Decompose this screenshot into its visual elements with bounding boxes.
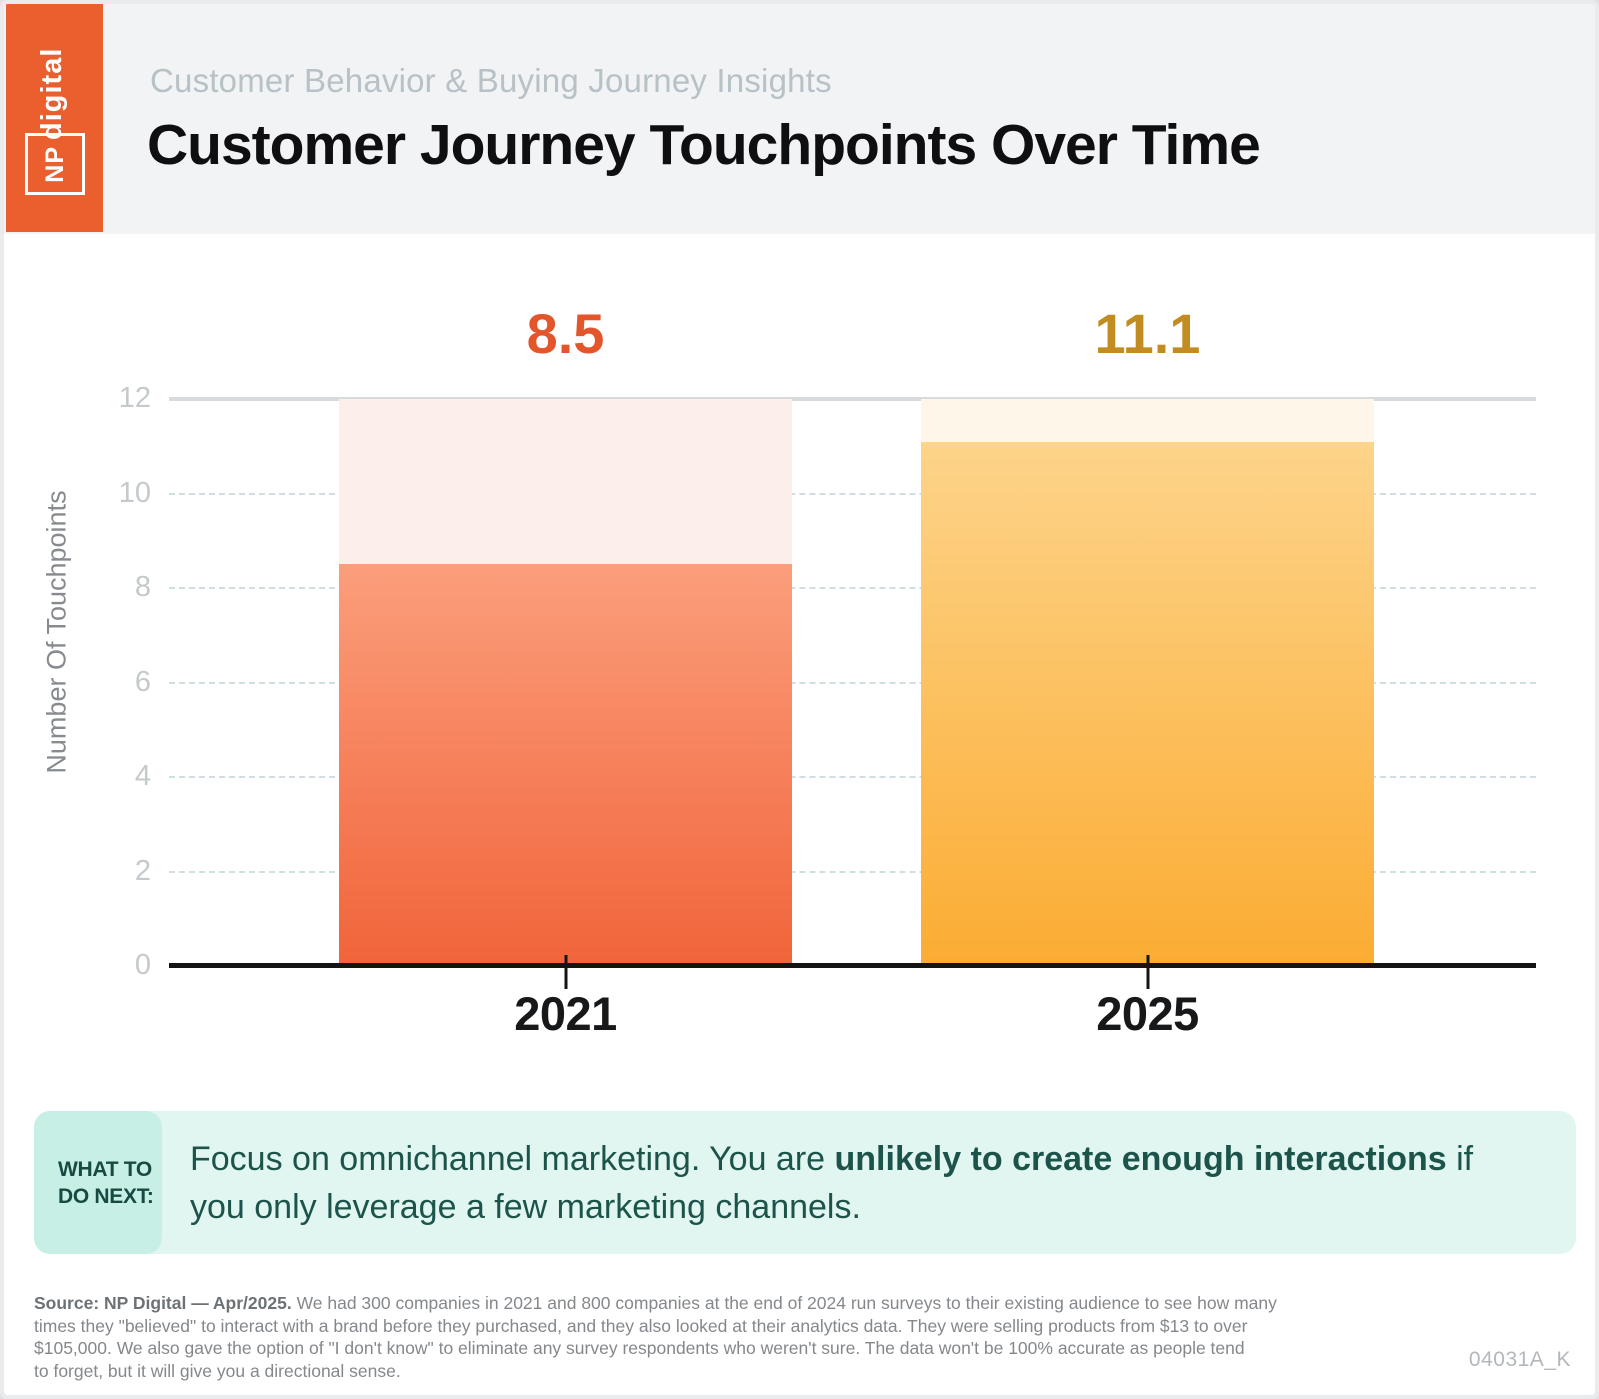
source-line-1: Source: NP Digital — Apr/2025. We had 30… bbox=[34, 1292, 1464, 1315]
gridline-10 bbox=[169, 492, 1536, 495]
recommendation-line-2: you only leverage a few marketing channe… bbox=[190, 1187, 861, 1226]
header: digital NP Customer Behavior & Buying Jo… bbox=[4, 4, 1595, 234]
value-label-2025: 11.1 bbox=[1094, 302, 1201, 365]
recommendation-text: Focus on omnichannel marketing. You are … bbox=[190, 1135, 1540, 1231]
value-label-2021: 8.5 bbox=[526, 302, 605, 365]
label-line-1: WHAT TO bbox=[58, 1157, 152, 1181]
document-code: 04031A_K bbox=[1468, 1348, 1571, 1371]
y-tick-label-12: 12 bbox=[118, 381, 151, 414]
logo-np-box: NP bbox=[25, 133, 85, 195]
y-tick-label-8: 8 bbox=[134, 570, 151, 603]
bar-chart-plot-area: 8.5 2021 11.1 2025 12 10 8 6 4 2 0 bbox=[119, 306, 1536, 1040]
recommendation-text-normal: Focus on omnichannel marketing. You are bbox=[190, 1139, 835, 1178]
logo-digital-text: digital bbox=[36, 47, 68, 140]
y-tick-label-6: 6 bbox=[134, 665, 151, 698]
bar-fill-2021 bbox=[339, 564, 792, 966]
label-line-2: DO NEXT: bbox=[58, 1184, 154, 1208]
what-to-do-next-banner: WHAT TO DO NEXT: Focus on omnichannel ma… bbox=[34, 1111, 1576, 1254]
y-axis-title: Number Of Touchpoints bbox=[41, 490, 72, 774]
source-line-2: times they "believed" to interact with a… bbox=[34, 1315, 1248, 1336]
page-title: Customer Journey Touchpoints Over Time bbox=[147, 113, 1261, 177]
x-axis-tick-2021 bbox=[564, 955, 567, 989]
eyebrow-subtitle: Customer Behavior & Buying Journey Insig… bbox=[150, 62, 832, 99]
np-digital-logo: digital NP bbox=[6, 4, 103, 232]
recommendation-text-bold: unlikely to create enough interactions bbox=[834, 1139, 1447, 1178]
source-line-4: to forget, but it will give you a direct… bbox=[34, 1360, 401, 1381]
source-line-1-rest: We had 300 companies in 2021 and 800 com… bbox=[291, 1293, 1277, 1313]
what-to-do-next-label: WHAT TO DO NEXT: bbox=[34, 1111, 162, 1254]
gridline-12 bbox=[169, 397, 1536, 401]
recommendation-text-normal-2: if bbox=[1446, 1139, 1474, 1178]
gridline-8 bbox=[169, 587, 1536, 589]
gridline-2 bbox=[169, 870, 1536, 873]
logo-np-text: NP bbox=[40, 145, 69, 183]
recommendation-line-1: Focus on omnichannel marketing. You are … bbox=[190, 1135, 1540, 1183]
bar-group-2021: 8.5 2021 bbox=[339, 306, 792, 1040]
x-axis-tick-2025 bbox=[1146, 955, 1149, 989]
gridline-6 bbox=[169, 681, 1536, 684]
y-tick-label-10: 10 bbox=[118, 476, 151, 509]
y-tick-label-2: 2 bbox=[134, 854, 151, 887]
source-note: Source: NP Digital — Apr/2025. We had 30… bbox=[34, 1292, 1464, 1382]
bar-fill-2025 bbox=[921, 441, 1374, 966]
bar-group-2025: 11.1 2025 bbox=[921, 306, 1374, 1040]
x-label-2025: 2025 bbox=[1096, 987, 1199, 1040]
source-line-3: $105,000. We also gave the option of "I … bbox=[34, 1338, 1245, 1358]
gridline-4 bbox=[169, 776, 1536, 778]
x-axis-baseline bbox=[169, 963, 1536, 968]
source-attribution: Source: NP Digital — Apr/2025. bbox=[34, 1293, 292, 1313]
x-label-2021: 2021 bbox=[514, 987, 617, 1040]
y-tick-label-4: 4 bbox=[134, 759, 151, 792]
y-tick-label-0: 0 bbox=[134, 948, 151, 981]
